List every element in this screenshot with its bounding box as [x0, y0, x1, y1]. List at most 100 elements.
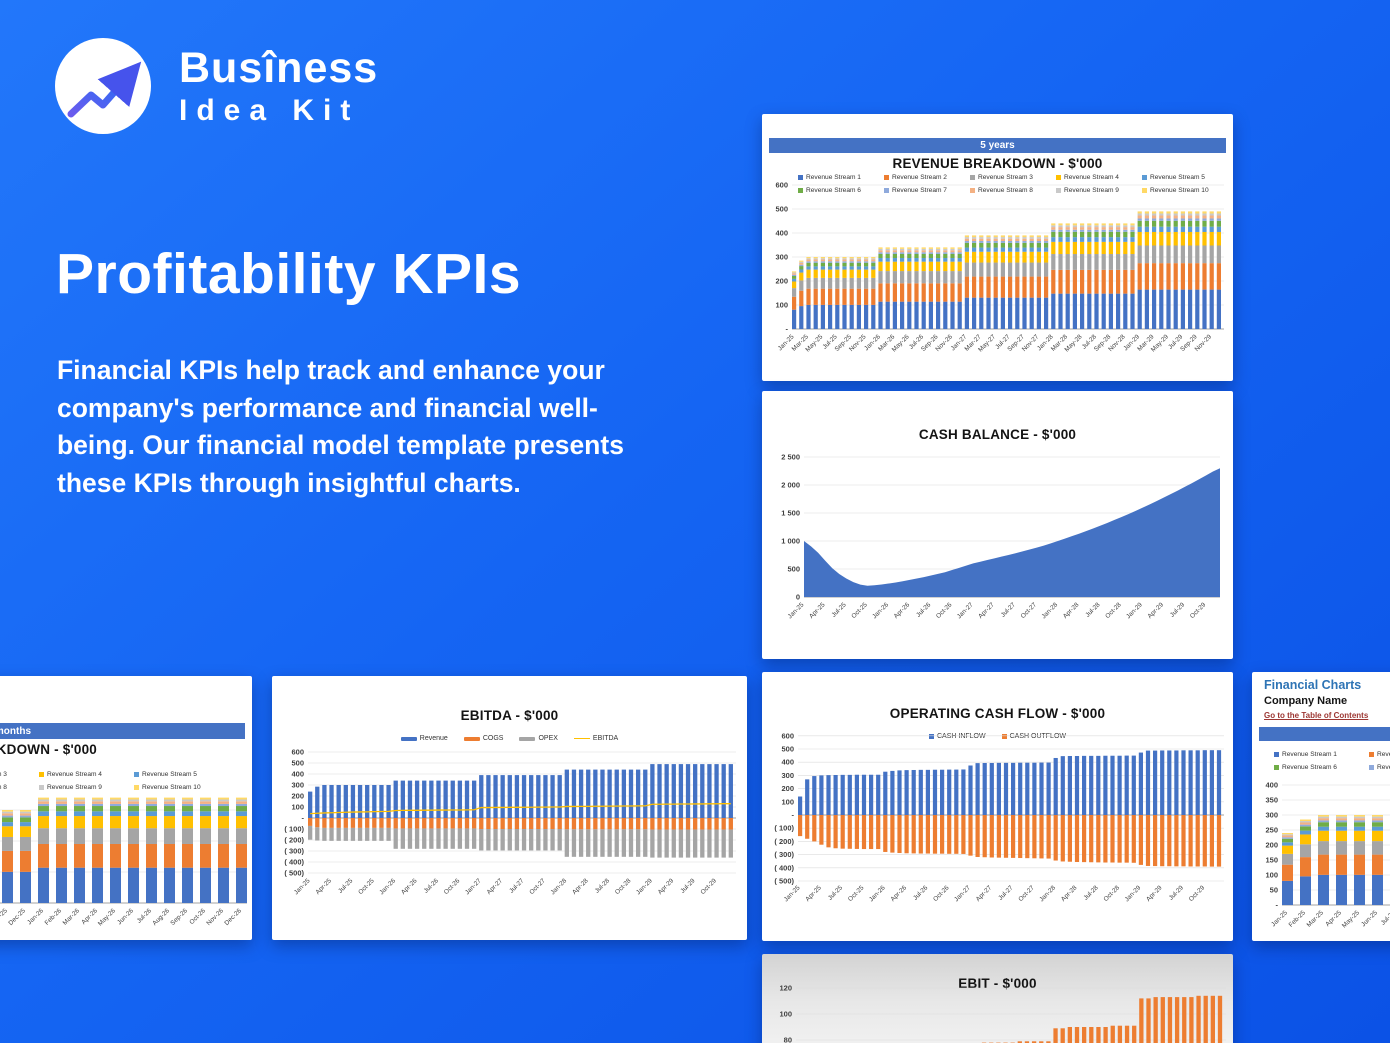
- svg-text:Nov-26: Nov-26: [205, 907, 225, 927]
- svg-text:Apr-26: Apr-26: [889, 884, 908, 903]
- chart-legend: CASH INFLOW CASH OUTFLOW: [762, 730, 1233, 743]
- svg-text:600: 600: [291, 748, 304, 757]
- legend-item: COGS: [463, 732, 504, 745]
- svg-text:Apr-25: Apr-25: [808, 601, 827, 620]
- svg-text:300: 300: [291, 781, 304, 790]
- legend-item: Revenue Stream 8: [0, 781, 39, 794]
- revenue-breakdown-mini-chart: 400 350 300 250 200 150 100 50 -Jan-25Feb-25Mar-…: [1265, 781, 1390, 929]
- svg-text:2 500: 2 500: [781, 453, 800, 462]
- svg-text:Oct-27: Oct-27: [528, 877, 547, 896]
- svg-text:-: -: [1276, 901, 1279, 910]
- svg-text:600: 600: [775, 181, 788, 190]
- legend-item: Revenue Stream 6: [1274, 761, 1369, 774]
- legend-swatch: [1274, 752, 1279, 757]
- legend-swatch: [884, 175, 889, 180]
- svg-text:Nov-29: Nov-29: [1194, 333, 1214, 353]
- page-title: Profitability KPIs: [56, 242, 522, 306]
- svg-text:600: 600: [781, 731, 794, 740]
- svg-text:2 000: 2 000: [781, 481, 800, 490]
- company-name: Company Name: [1264, 695, 1348, 707]
- legend-item: Revenue Stream 4: [1056, 171, 1142, 184]
- svg-text:Oct-29: Oct-29: [1188, 884, 1207, 903]
- svg-text:Jul-25: Jul-25: [337, 877, 355, 895]
- legend-label: Revenue Stream 10: [142, 784, 201, 791]
- legend-swatch: [134, 785, 139, 790]
- svg-text:Jan-29: Jan-29: [1125, 601, 1144, 620]
- ebitda-chart: 600 500 400 300 200 100 - ( 100) ( 200) ( 300) ( 4…: [284, 748, 736, 896]
- svg-text:500: 500: [775, 205, 788, 214]
- legend-item: Revenue Stream 2: [1369, 748, 1390, 761]
- svg-text:Jan-25: Jan-25: [293, 877, 312, 896]
- legend-swatch: [400, 736, 417, 741]
- svg-text:Jul-29: Jul-29: [1169, 601, 1187, 619]
- svg-text:Apr-26: Apr-26: [400, 877, 419, 896]
- legend-swatch: [1274, 765, 1279, 770]
- legend-swatch: [39, 785, 44, 790]
- table-of-contents-link[interactable]: Go to the Table of Contents: [1264, 711, 1369, 720]
- svg-text:300: 300: [781, 771, 794, 780]
- svg-text:Jan-25: Jan-25: [787, 601, 806, 620]
- svg-text:Oct-25: Oct-25: [850, 601, 869, 620]
- svg-text:Jan-29: Jan-29: [635, 877, 654, 896]
- legend-swatch: [884, 188, 889, 193]
- operating-cash-flow-card: OPERATING CASH FLOW - $'000 CASH INFLOW C…: [762, 672, 1233, 941]
- svg-text:Oct-26: Oct-26: [188, 907, 207, 926]
- trend-arrow-icon: [55, 38, 151, 134]
- legend-swatch: [798, 175, 803, 180]
- legend-label: Revenue Stream 4: [1064, 174, 1119, 181]
- svg-text:( 500): ( 500): [284, 869, 304, 878]
- brand-subname: Idea Kit: [179, 93, 360, 127]
- legend-item: Revenue Stream 9: [39, 781, 134, 794]
- svg-text:200: 200: [781, 784, 794, 793]
- svg-text:Nov-25: Nov-25: [0, 907, 9, 927]
- svg-text:100: 100: [779, 1010, 792, 1019]
- svg-text:0: 0: [796, 593, 800, 602]
- svg-text:Jul-29: Jul-29: [1168, 884, 1186, 902]
- svg-text:350: 350: [1265, 796, 1278, 805]
- legend-swatch: [1001, 734, 1007, 739]
- svg-text:( 300): ( 300): [774, 850, 794, 859]
- legend-label: CASH INFLOW: [936, 733, 986, 740]
- chart-title: EBITDA - $'000: [460, 708, 559, 723]
- svg-text:200: 200: [1265, 841, 1278, 850]
- svg-text:( 200): ( 200): [774, 837, 794, 846]
- svg-text:Apr-29: Apr-29: [1145, 884, 1164, 903]
- svg-text:Apr-29: Apr-29: [657, 877, 676, 896]
- revenue-breakdown-5y-chart: 600500400300200100-Jan-25Mar-25May-25Jul…: [775, 181, 1224, 353]
- legend-label: COGS: [482, 735, 504, 742]
- legend-item: Revenue Stream 4: [39, 768, 134, 781]
- svg-text:May-26: May-26: [97, 907, 117, 927]
- svg-text:Jul-25: Jul-25: [1380, 909, 1390, 927]
- svg-text:Jun-25: Jun-25: [1360, 909, 1379, 928]
- svg-text:Jan-29: Jan-29: [1124, 884, 1143, 903]
- legend-label: Revenue Stream 9: [1064, 187, 1119, 194]
- svg-text:Oct-28: Oct-28: [614, 877, 633, 896]
- legend-label: Revenue Stream 5: [1150, 174, 1205, 181]
- svg-text:500: 500: [787, 565, 800, 574]
- legend-item: Revenue: [400, 732, 448, 745]
- svg-text:Oct-26: Oct-26: [443, 877, 462, 896]
- svg-text:( 400): ( 400): [284, 858, 304, 867]
- legend-swatch: [970, 188, 975, 193]
- svg-text:Apr-27: Apr-27: [977, 601, 996, 620]
- svg-text:400: 400: [1265, 781, 1278, 790]
- legend-label: Revenue: [419, 735, 448, 742]
- svg-text:Jul-27: Jul-27: [508, 877, 526, 895]
- svg-text:100: 100: [781, 797, 794, 806]
- legend-item: CASH INFLOW: [928, 730, 986, 743]
- svg-text:100: 100: [291, 803, 304, 812]
- svg-text:1 500: 1 500: [781, 509, 800, 518]
- svg-text:Aug-26: Aug-26: [151, 907, 171, 927]
- legend-label: EBITDA: [592, 735, 619, 742]
- ebitda-card: EBITDA - $'000 Revenue COGS OPEX EBITDA 600…: [272, 676, 747, 940]
- svg-text:Mar-26: Mar-26: [62, 907, 82, 927]
- legend-item: Revenue Stream 10: [1142, 184, 1228, 197]
- legend-label: Revenue Stream 10: [1150, 187, 1209, 194]
- svg-text:-: -: [786, 325, 789, 334]
- svg-text:50: 50: [1270, 886, 1278, 895]
- svg-text:Oct-25: Oct-25: [847, 884, 866, 903]
- svg-text:Apr-28: Apr-28: [571, 877, 590, 896]
